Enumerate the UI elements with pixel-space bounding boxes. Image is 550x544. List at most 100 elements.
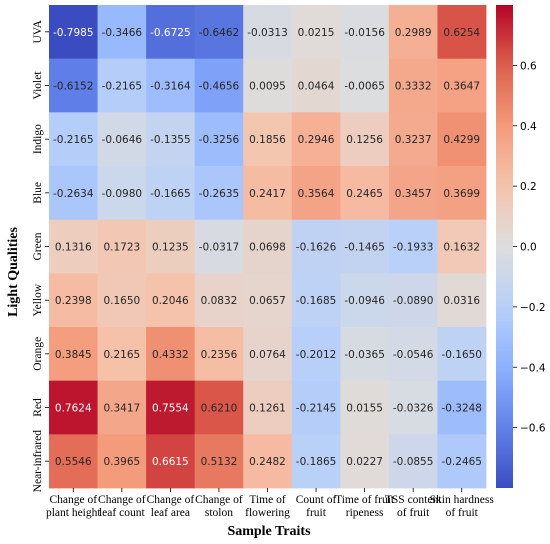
cell-value-label: -0.0546 — [393, 349, 434, 361]
heatmap-cell — [437, 112, 487, 167]
colorbar-tick-label: −0.2 — [520, 302, 546, 314]
heatmap-cell — [194, 434, 244, 489]
heatmap-cell — [146, 434, 196, 489]
cell-value-label: 0.1650 — [103, 295, 140, 307]
colorbar-tick-label: 0.2 — [520, 181, 537, 193]
cell-value-label: 0.5132 — [201, 456, 238, 468]
cell-value-label: 0.2465 — [346, 188, 383, 200]
cell-value-label: 0.0832 — [201, 295, 238, 307]
row-labels: UVA Violet Indigo Blue Green Yellow Orange Red N… — [32, 19, 49, 492]
heatmap-cell — [243, 273, 293, 328]
heatmap-cell — [388, 434, 438, 489]
cell-value-label: 0.0227 — [346, 456, 383, 468]
cell-value-label: 0.0764 — [249, 349, 286, 361]
heatmap-cell — [388, 380, 438, 435]
colorbar-tick-label: 0.6 — [520, 60, 537, 72]
heatmap-cell — [146, 380, 196, 435]
colorbar-tick-label: 0.4 — [520, 121, 537, 133]
heatmap-cell — [194, 166, 244, 221]
cell-value-label: 0.3699 — [443, 188, 480, 200]
cell-value-label: 0.1856 — [249, 134, 286, 146]
cell-value-label: 0.3417 — [103, 403, 140, 415]
cell-value-label: -0.0065 — [344, 81, 385, 93]
column-tick-label: TSS content — [385, 494, 442, 506]
heatmap-cell — [146, 112, 196, 167]
cell-value-label: 0.0215 — [298, 27, 335, 39]
cell-value-label: -0.0646 — [102, 134, 143, 146]
cell-value-label: 0.1235 — [152, 242, 189, 254]
cell-value-label: 0.1632 — [443, 242, 480, 254]
heatmap-cell — [388, 112, 438, 167]
cell-value-label: 0.3457 — [395, 188, 432, 200]
heatmap-cell — [49, 58, 98, 113]
cell-value-label: 0.2417 — [249, 188, 286, 200]
heatmap-cell — [194, 273, 244, 328]
cell-value-label: 0.6210 — [201, 403, 238, 415]
cell-value-label: -0.0156 — [344, 27, 385, 39]
column-tick-label: Change of — [195, 494, 243, 506]
heatmap-cell — [243, 58, 293, 113]
heatmap-cell — [146, 58, 196, 113]
cell-value-label: 0.7624 — [55, 403, 92, 415]
heatmap-cell — [97, 434, 147, 489]
colorbar-gradient — [496, 5, 513, 488]
heatmap-cell — [243, 5, 293, 60]
cell-value-label: -0.0980 — [102, 188, 143, 200]
cell-value-label: -0.3256 — [199, 134, 240, 146]
heatmap-cell — [97, 327, 147, 382]
cell-value-label: -0.3466 — [102, 27, 143, 39]
cell-value-label: -0.0365 — [344, 349, 385, 361]
y-axis-title: Light Qualities — [6, 227, 21, 317]
heatmap-cell — [97, 219, 147, 274]
cell-value-label: -0.1650 — [441, 349, 482, 361]
heatmap-cell — [97, 5, 147, 60]
row-tick-label: Red — [32, 398, 44, 417]
cell-value-label: 0.0095 — [249, 81, 286, 93]
heatmap-cell — [388, 5, 438, 60]
heatmap-cell — [340, 219, 390, 274]
heatmap-cell — [388, 166, 438, 221]
cell-value-label: -0.0890 — [393, 295, 434, 307]
heatmap-cell — [49, 380, 98, 435]
heatmap-cell — [97, 273, 147, 328]
cell-value-label: -0.1865 — [296, 456, 337, 468]
heatmap-cell — [388, 273, 438, 328]
cell-value-label: -0.1933 — [393, 242, 434, 254]
heatmap-cell — [194, 112, 244, 167]
cell-value-label: -0.0313 — [247, 27, 288, 39]
cell-value-label: 0.1723 — [103, 242, 140, 254]
heatmap-cell — [194, 380, 244, 435]
column-tick-label: Change of — [147, 494, 195, 506]
column-tick-label: leaf count — [99, 507, 145, 519]
heatmap-cell — [97, 380, 147, 435]
heatmap-cell — [49, 327, 98, 382]
heatmap-cell — [49, 166, 98, 221]
cell-value-label: -0.1665 — [150, 188, 191, 200]
column-tick-label: stolon — [205, 507, 233, 519]
heatmap-cell — [291, 166, 341, 221]
heatmap-cell — [146, 166, 196, 221]
heatmap-cell — [49, 5, 98, 60]
cell-value-label: 0.2356 — [201, 349, 238, 361]
heatmap-cell — [243, 166, 293, 221]
column-tick-label: Time of — [249, 494, 285, 506]
cell-value-label: -0.1355 — [150, 134, 191, 146]
heatmap-cell — [243, 327, 293, 382]
row-tick-label: Green — [32, 232, 44, 260]
heatmap-cell — [243, 380, 293, 435]
cell-value-label: 0.0464 — [298, 81, 335, 93]
cell-value-label: -0.1626 — [296, 242, 337, 254]
cell-value-label: -0.2012 — [296, 349, 337, 361]
heatmap-cell — [291, 434, 341, 489]
heatmap-cell — [437, 380, 487, 435]
cell-value-label: -0.6152 — [53, 81, 94, 93]
heatmap-cell — [388, 219, 438, 274]
cell-value-label: -0.0326 — [393, 403, 434, 415]
heatmap-cell — [388, 58, 438, 113]
cell-value-label: 0.3237 — [395, 134, 432, 146]
heatmap-cell — [437, 58, 487, 113]
heatmap-cell — [437, 219, 487, 274]
colorbar: 0.6 0.4 0.2 0.0 −0.2 −0.4 −0.6 — [496, 5, 546, 488]
cell-value-label: 0.0657 — [249, 295, 286, 307]
cell-value-label: -0.2634 — [53, 188, 94, 200]
